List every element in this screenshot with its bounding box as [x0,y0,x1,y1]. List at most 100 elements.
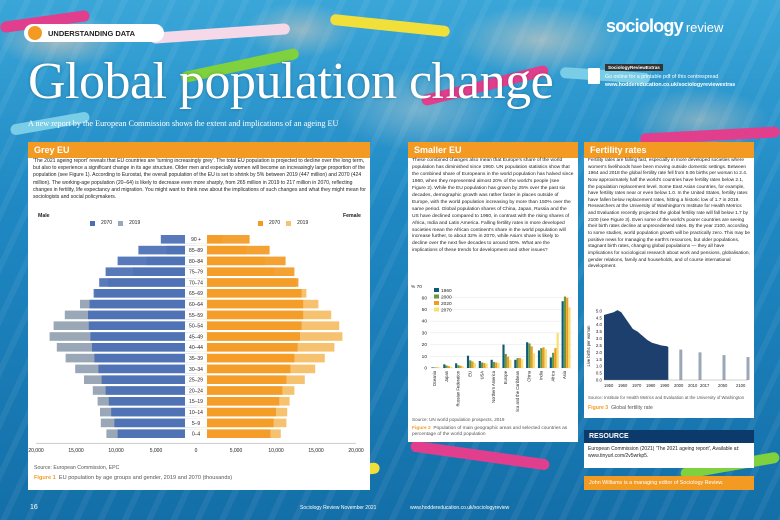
bar-2000 [469,360,472,368]
bar-male-2070 [111,407,196,417]
fig1-source: Source: European Commission, EPC [34,465,120,471]
y-tick-label: 0.0 [596,378,603,383]
legend-label: 2070 [101,220,113,226]
bar-female-2070 [196,278,299,287]
bar-female-2070 [196,299,304,309]
x-tick-label: Asia [562,370,567,379]
data-icon [28,26,42,40]
extras-link[interactable]: www.hoddereducation.co.uk/sociologyrevie… [605,82,736,88]
x-tick-label: Northern America [491,370,496,403]
grey-eu-body: 'The 2021 ageing report' reveals that EU… [33,158,366,201]
bar-1960 [502,344,505,368]
legend-swatch-male-2070 [90,220,95,226]
bar-2020 [554,348,557,368]
bar-2000 [504,353,507,368]
fertility-projection-bar [698,352,702,380]
x-tick-label: 20,000 [348,448,364,454]
bar-male-2070 [94,353,196,363]
bar-2020 [495,362,498,368]
y-tick-label: 4.0 [596,322,603,327]
y-tick-label: 2.5 [596,343,603,348]
age-label: 45–49 [189,334,203,340]
age-label: 85–89 [189,248,203,254]
x-tick-label: EU [467,371,472,377]
x-tick-label: 0 [195,448,198,454]
legend-swatch-female-2070 [258,220,263,226]
bar-male-2070 [117,256,196,266]
bar-2020 [435,367,439,368]
bar-male-2070 [138,245,196,255]
page-title: Global population change [28,53,554,110]
legend-label: 2019 [129,220,141,226]
legend-swatch-male-2019 [118,220,124,226]
age-label-bg [185,256,207,266]
bar-2000 [528,343,531,368]
footer-url[interactable]: www.hoddereducation.co.uk/sociologyrevie… [410,505,510,511]
bar-female-2070 [196,397,280,406]
y-tick-label: 30 [422,330,428,336]
x-tick-label: Africa [550,370,555,381]
y-tick-label: 3.5 [596,329,603,334]
x-tick-label: 1980 [646,383,656,388]
bar-2070 [438,367,441,368]
resource-heading: RESOURCE [584,430,754,443]
bar-male-2070 [90,332,196,341]
bar-2070 [473,363,476,368]
age-label: 40–44 [189,345,203,351]
bar-female-2070 [196,289,302,298]
bar-male-2070 [88,310,196,320]
resource-body[interactable]: European Commission (2021) 'The 2021 age… [588,446,740,459]
bar-2000 [481,362,484,368]
legend-label: 2070 [269,220,281,226]
y-tick-label: 4.5 [596,315,603,320]
x-tick-label: USA [479,371,484,380]
x-tick-label: 2000 [674,383,684,388]
bar-2020 [542,347,545,368]
legend-swatch-2000 [434,294,439,299]
x-tick-label: China [527,370,532,381]
world-share-chart: % 70 0 10 20 30 40 50 60 Oceania Japan Russian Fed… [411,284,572,412]
bar-1960 [443,364,446,368]
fig3-label: Figure 3 [588,405,609,411]
legend-label: 2020 [441,301,452,307]
bar-female-2070 [196,386,283,395]
age-label: 60–64 [189,302,203,308]
fig2-caption-text: Population of main geographic areas and … [412,426,568,438]
population-pyramid-chart: 0–4 5–9 10–14 15–19 20–24 25–29 30–34 35–39 40–4… [28,235,364,454]
bar-2070 [532,353,536,368]
bar-male-2070 [92,343,196,352]
bar-2020 [506,356,510,368]
bar-2020 [530,346,533,368]
x-tick-label: 1960 [618,383,628,388]
age-label-bg [185,321,207,330]
bar-male-2070 [105,267,196,276]
bar-2070 [450,366,453,368]
age-label-bg [185,353,207,363]
x-tick-label: 15,000 [308,448,324,454]
bar-2070 [521,359,524,368]
fig2-caption: Figure 2 Population of main geographic a… [412,426,574,438]
age-label-bg [185,386,207,395]
bar-2020 [459,365,462,368]
logo-sub: review [685,20,724,35]
age-label: 90 + [191,237,201,243]
x-tick-label: Europe [503,370,508,384]
bar-female-2070 [196,256,286,266]
fertility-rate-chart: 0.0 0.5 1.0 1.5 2.0 2.5 3.0 3.5 4.0 4.5 5.0 Live bi… [586,308,750,388]
legend-label: 2070 [441,307,452,313]
x-tick-label: India [538,370,543,380]
legend-swatch-1960 [434,288,439,292]
bar-2070 [485,363,488,368]
y-tick-label: 1.0 [596,364,603,369]
y-tick-label: 2.0 [596,350,603,355]
bar-female-2070 [196,418,274,428]
bar-male-2070 [101,375,196,384]
fig3-source: Source: Institute for Health Metrics and… [588,395,745,400]
bar-2070 [497,362,500,368]
fertility-heading: Fertility rates [584,142,754,158]
legend-label: 2000 [441,294,452,300]
bar-male-2070 [117,429,196,438]
bar-1960 [455,363,458,368]
bar-2070 [461,366,465,368]
bar-2070 [544,349,547,368]
